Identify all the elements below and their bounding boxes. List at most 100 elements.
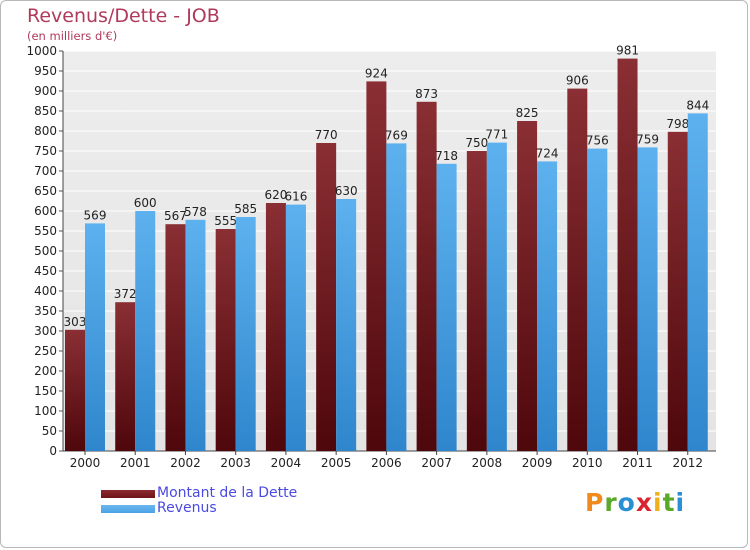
y-tick-label: 350 <box>34 304 57 318</box>
y-tick-label: 800 <box>34 124 57 138</box>
x-tick-label: 2010 <box>572 456 603 470</box>
y-tick-label: 400 <box>34 284 57 298</box>
bar-dette <box>517 121 538 451</box>
y-tick-label: 900 <box>34 84 57 98</box>
y-tick-label: 0 <box>49 444 57 458</box>
data-label-revenus: 718 <box>435 149 458 163</box>
x-tick-label: 2000 <box>70 456 101 470</box>
x-tick-label: 2003 <box>220 456 251 470</box>
data-label-dette: 567 <box>164 209 187 223</box>
y-tick-label: 950 <box>34 64 57 78</box>
bar-dette <box>316 143 337 451</box>
y-tick-label: 650 <box>34 184 57 198</box>
bar-dette <box>366 81 387 452</box>
y-tick-label: 500 <box>34 244 57 258</box>
x-tick-label: 2002 <box>170 456 201 470</box>
y-tick-label: 300 <box>34 324 57 338</box>
bar-revenus <box>235 217 256 451</box>
y-tick-label: 50 <box>42 424 57 438</box>
data-label-dette: 924 <box>365 66 388 80</box>
data-label-revenus: 569 <box>84 208 107 222</box>
bar-revenus <box>386 143 407 451</box>
x-tick-label: 2005 <box>321 456 352 470</box>
bar-dette <box>265 203 286 451</box>
bar-revenus <box>637 147 658 451</box>
data-label-dette: 770 <box>315 128 338 142</box>
y-tick-label: 550 <box>34 224 57 238</box>
data-label-revenus: 759 <box>636 132 659 146</box>
data-label-dette: 873 <box>415 87 438 101</box>
data-label-revenus: 585 <box>234 202 257 216</box>
bar-revenus <box>285 204 306 451</box>
bar-dette <box>215 229 236 451</box>
y-tick-label: 750 <box>34 144 57 158</box>
bar-dette <box>115 302 136 451</box>
x-tick-label: 2004 <box>271 456 302 470</box>
proxiti-logo: Proxiti <box>585 488 685 517</box>
y-tick-label: 600 <box>34 204 57 218</box>
x-tick-label: 2008 <box>472 456 503 470</box>
y-tick-label: 150 <box>34 384 57 398</box>
logo-letter: r <box>604 488 618 517</box>
bar-revenus <box>336 199 357 451</box>
bar-dette <box>567 88 588 451</box>
data-label-revenus: 771 <box>485 128 508 142</box>
logo-letter: i <box>675 488 686 517</box>
y-tick-label: 250 <box>34 344 57 358</box>
y-tick-label: 700 <box>34 164 57 178</box>
x-tick-label: 2006 <box>371 456 402 470</box>
bar-dette <box>617 58 638 451</box>
bar-dette <box>416 101 437 452</box>
data-label-revenus: 756 <box>586 134 609 148</box>
x-tick-label: 2011 <box>622 456 653 470</box>
legend-swatch-dette <box>101 490 155 498</box>
chart-title: Revenus/Dette - JOB <box>27 5 220 27</box>
data-label-revenus: 616 <box>284 190 307 204</box>
x-tick-label: 2007 <box>421 456 452 470</box>
data-label-dette: 303 <box>64 315 87 329</box>
data-label-dette: 372 <box>114 287 137 301</box>
logo-letter: x <box>635 488 653 517</box>
data-label-dette: 620 <box>264 188 287 202</box>
bar-revenus <box>687 113 708 452</box>
data-label-dette: 555 <box>214 214 237 228</box>
y-tick-label: 100 <box>34 404 57 418</box>
logo-letter: P <box>585 488 605 517</box>
logo-letter: t <box>662 488 676 517</box>
legend-label-revenus: Revenus <box>157 500 217 516</box>
bar-revenus <box>587 148 608 451</box>
data-label-dette: 750 <box>465 136 488 150</box>
data-label-revenus: 724 <box>536 146 559 160</box>
y-tick-label: 450 <box>34 264 57 278</box>
data-label-revenus: 769 <box>385 128 408 142</box>
bar-dette <box>466 151 487 451</box>
y-tick-label: 850 <box>34 104 57 118</box>
bar-revenus <box>486 142 507 451</box>
bar-revenus <box>436 163 457 452</box>
legend-label-dette: Montant de la Dette <box>157 485 298 501</box>
bar-dette <box>165 224 186 451</box>
logo-letter: i <box>653 488 663 517</box>
x-tick-label: 2001 <box>120 456 151 470</box>
data-label-dette: 981 <box>616 44 639 58</box>
bar-dette <box>667 131 688 452</box>
data-label-revenus: 630 <box>335 184 358 198</box>
data-label-revenus: 844 <box>686 98 709 112</box>
bar-revenus <box>135 211 156 451</box>
legend-swatch-revenus <box>101 505 155 513</box>
y-tick-label: 200 <box>34 364 57 378</box>
data-label-dette: 798 <box>666 117 689 131</box>
data-label-revenus: 578 <box>184 205 207 219</box>
bar-revenus <box>185 219 206 451</box>
data-label-dette: 906 <box>566 74 589 88</box>
bar-revenus <box>85 223 105 451</box>
chart-subtitle: (en milliers d'€) <box>27 29 118 43</box>
x-tick-label: 2009 <box>522 456 553 470</box>
logo-letter: o <box>617 488 636 517</box>
y-tick-label: 1000 <box>26 44 57 58</box>
data-label-dette: 825 <box>516 106 539 120</box>
x-tick-label: 2012 <box>672 456 703 470</box>
data-label-revenus: 600 <box>134 196 157 210</box>
